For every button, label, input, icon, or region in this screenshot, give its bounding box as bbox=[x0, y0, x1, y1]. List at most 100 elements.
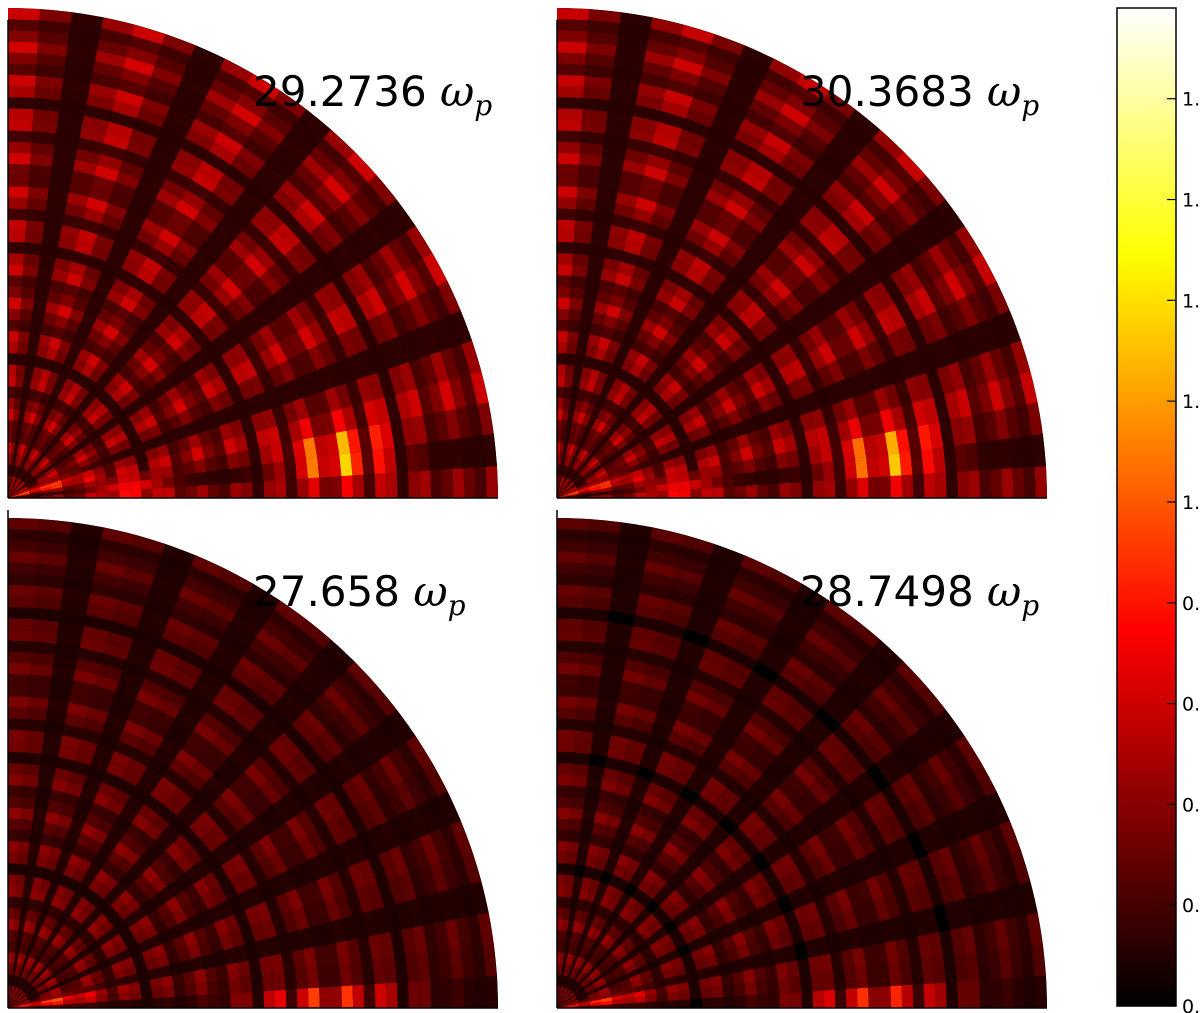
heatmap-cell bbox=[890, 405, 907, 431]
heatmap-cell bbox=[582, 390, 593, 404]
heatmap-cell bbox=[369, 760, 394, 791]
heatmap-cell bbox=[48, 177, 71, 193]
heatmap-cell bbox=[594, 433, 605, 445]
heatmap-cell bbox=[998, 376, 1016, 409]
heatmap-cell bbox=[596, 450, 608, 462]
heatmap-cell bbox=[100, 919, 114, 934]
heatmap-cell bbox=[21, 931, 29, 944]
heatmap-cell bbox=[388, 336, 409, 366]
heatmap-cell bbox=[225, 622, 256, 647]
heatmap-cell bbox=[299, 198, 327, 227]
heatmap-cell bbox=[255, 428, 271, 448]
heatmap-cell bbox=[78, 929, 92, 942]
heatmap-cell bbox=[574, 932, 583, 945]
heatmap-cell bbox=[711, 403, 727, 420]
heatmap-cell bbox=[884, 813, 907, 841]
heatmap-cell bbox=[636, 453, 650, 464]
heatmap-cell bbox=[33, 97, 61, 112]
heatmap-cell bbox=[36, 53, 67, 68]
heatmap-cell bbox=[809, 238, 834, 263]
heatmap-cell bbox=[730, 902, 747, 920]
heatmap-cell bbox=[841, 241, 867, 268]
heatmap-cell bbox=[947, 362, 966, 392]
heatmap-cell bbox=[57, 414, 69, 428]
heatmap-cell bbox=[919, 723, 946, 755]
heatmap-cell bbox=[706, 637, 735, 659]
heatmap-cell bbox=[83, 776, 102, 792]
heatmap-cell bbox=[917, 424, 933, 450]
heatmap-cell bbox=[608, 472, 621, 481]
heatmap-cell bbox=[779, 665, 808, 690]
heatmap-cell bbox=[73, 159, 98, 176]
heatmap-cell bbox=[62, 928, 75, 941]
heatmap-cell bbox=[29, 946, 38, 959]
heatmap-cell bbox=[181, 316, 201, 337]
heatmap-cell bbox=[616, 544, 649, 561]
heatmap-cell bbox=[130, 840, 148, 858]
heatmap-cell bbox=[730, 739, 754, 761]
heatmap-cell bbox=[776, 384, 794, 405]
heatmap-cell bbox=[165, 386, 182, 404]
heatmap-cell bbox=[65, 828, 81, 844]
heatmap-cell bbox=[565, 420, 573, 433]
heatmap-cell bbox=[704, 444, 719, 458]
heatmap-cell bbox=[807, 347, 827, 370]
heatmap-cell bbox=[52, 439, 64, 451]
heatmap-cell bbox=[326, 361, 346, 387]
heatmap-cell bbox=[117, 588, 148, 608]
heatmap-cell bbox=[850, 743, 876, 771]
heatmap-cell bbox=[407, 296, 430, 328]
heatmap-cell bbox=[67, 463, 80, 473]
heatmap-cell bbox=[707, 358, 725, 376]
heatmap-cell bbox=[18, 1002, 30, 1006]
heatmap-cell bbox=[833, 758, 858, 785]
heatmap-cell bbox=[836, 171, 865, 199]
heatmap-cell bbox=[736, 404, 753, 422]
heatmap-cell bbox=[557, 918, 563, 931]
heatmap-cell bbox=[965, 385, 983, 416]
heatmap-cell bbox=[175, 148, 203, 171]
heatmap-cell bbox=[557, 640, 581, 653]
heatmap-cell bbox=[430, 469, 443, 498]
heatmap-cell bbox=[573, 875, 584, 888]
heatmap-cell bbox=[31, 466, 42, 476]
heatmap-cell bbox=[29, 663, 54, 677]
heatmap-cell bbox=[633, 614, 661, 632]
heatmap-cell bbox=[208, 426, 224, 444]
heatmap-cell bbox=[313, 390, 331, 415]
heatmap-cell bbox=[760, 845, 780, 866]
heatmap-cell bbox=[653, 469, 667, 479]
heatmap-cell bbox=[619, 12, 653, 29]
heatmap-cell bbox=[716, 861, 734, 880]
heatmap-cell bbox=[906, 320, 928, 349]
heatmap-cell bbox=[642, 281, 661, 299]
heatmap-cell bbox=[756, 904, 774, 923]
heatmap-cell bbox=[337, 357, 356, 384]
heatmap-cell bbox=[869, 921, 885, 945]
heatmap-cell bbox=[20, 456, 28, 468]
heatmap-cell bbox=[27, 696, 49, 710]
heatmap-cell bbox=[217, 899, 235, 919]
heatmap-cell bbox=[113, 815, 132, 833]
heatmap-cell bbox=[33, 978, 44, 988]
heatmap-cell bbox=[394, 445, 409, 473]
heatmap-cell bbox=[819, 443, 833, 464]
heatmap-cell bbox=[51, 835, 66, 850]
heatmap-cell bbox=[61, 78, 91, 94]
heatmap-cell bbox=[896, 863, 916, 890]
heatmap-cell bbox=[337, 840, 358, 868]
heatmap-cell bbox=[156, 266, 178, 286]
heatmap-cell bbox=[732, 846, 752, 866]
heatmap-cell bbox=[12, 465, 17, 477]
heatmap-cell bbox=[760, 355, 779, 376]
heatmap-cell bbox=[639, 459, 652, 470]
heatmap-cell bbox=[49, 279, 66, 294]
heatmap-cell bbox=[131, 396, 147, 412]
heatmap-cell bbox=[666, 588, 697, 608]
heatmap-cell bbox=[10, 986, 16, 998]
heatmap-cell bbox=[690, 356, 708, 374]
heatmap-cell bbox=[594, 943, 605, 955]
heatmap-cell bbox=[217, 817, 238, 839]
heatmap-cell bbox=[66, 422, 79, 435]
heatmap-cell bbox=[145, 718, 170, 738]
